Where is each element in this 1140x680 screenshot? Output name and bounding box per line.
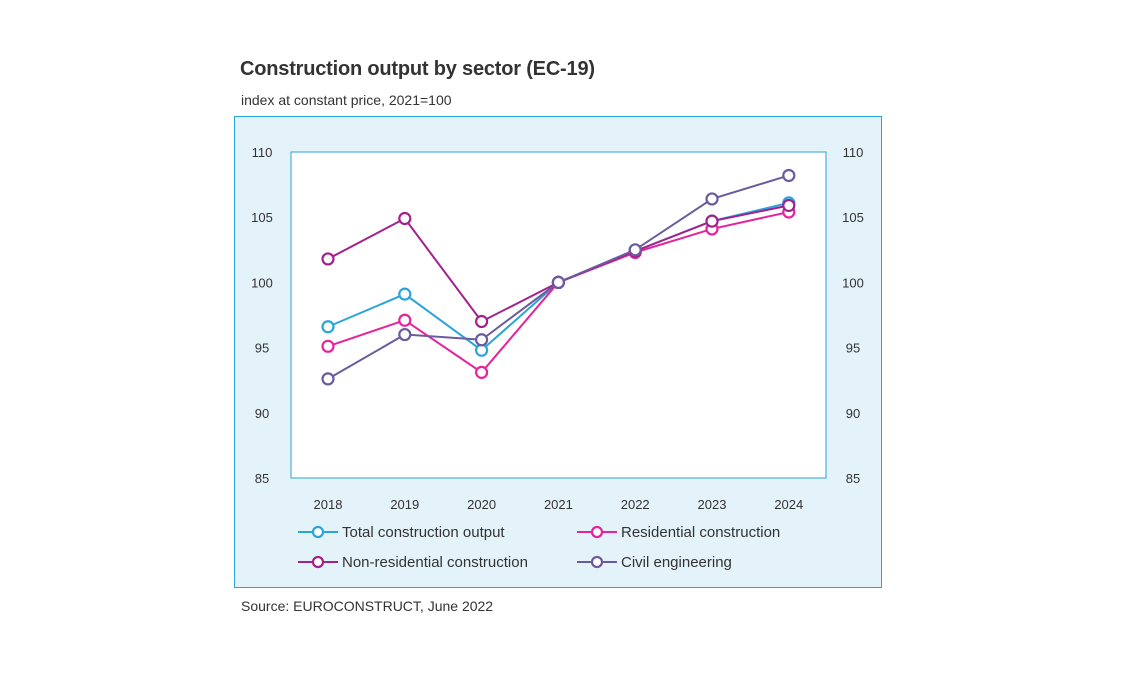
y-tick-label-right: 110 [843, 145, 864, 160]
data-point [475, 365, 489, 379]
x-tick-label: 2019 [390, 497, 419, 512]
data-point [475, 314, 489, 329]
chart-subtitle: index at constant price, 2021=100 [241, 92, 452, 108]
chart-source: Source: EUROCONSTRUCT, June 2022 [241, 598, 494, 614]
data-point [705, 214, 719, 228]
x-tick-label: 2022 [621, 497, 650, 512]
data-point [628, 243, 642, 257]
legend-marker [590, 525, 604, 539]
x-tick-label: 2023 [698, 497, 727, 512]
data-point [321, 320, 335, 334]
data-point [782, 168, 796, 183]
data-point [475, 333, 489, 347]
data-point [782, 198, 796, 213]
legend-label: Non-residential construction [342, 554, 528, 571]
y-tick-label-right: 95 [846, 341, 860, 356]
x-tick-label: 2021 [544, 497, 573, 512]
y-tick-label-left: 105 [251, 210, 273, 225]
data-point [398, 327, 412, 342]
y-tick-label-right: 105 [842, 210, 864, 225]
y-tick-label-left: 110 [252, 145, 273, 160]
y-tick-label-left: 95 [255, 341, 269, 356]
data-point [321, 339, 335, 353]
data-point [398, 313, 412, 327]
legend-label: Residential construction [621, 524, 780, 541]
x-tick-label: 2018 [314, 497, 343, 512]
legend-label: Civil engineering [621, 554, 732, 571]
legend-marker [311, 525, 325, 539]
x-tick-label: 2020 [467, 497, 496, 512]
legend-marker [590, 555, 604, 569]
y-tick-label-left: 100 [251, 275, 273, 290]
data-point [321, 372, 335, 386]
x-tick-label: 2024 [774, 497, 803, 512]
data-point [321, 252, 335, 266]
plot-area [290, 151, 827, 479]
y-tick-label-left: 85 [255, 471, 269, 486]
data-point [551, 275, 566, 289]
y-tick-label-left: 90 [255, 406, 269, 421]
y-tick-label-right: 90 [846, 406, 860, 421]
legend-label: Total construction output [342, 524, 505, 541]
chart-title: Construction output by sector (EC-19) [240, 58, 595, 80]
y-tick-label-right: 85 [846, 471, 860, 486]
data-point [398, 287, 412, 301]
data-point [705, 192, 719, 206]
y-tick-label-right: 100 [842, 275, 864, 290]
data-point [398, 211, 412, 226]
legend-marker [311, 555, 325, 569]
